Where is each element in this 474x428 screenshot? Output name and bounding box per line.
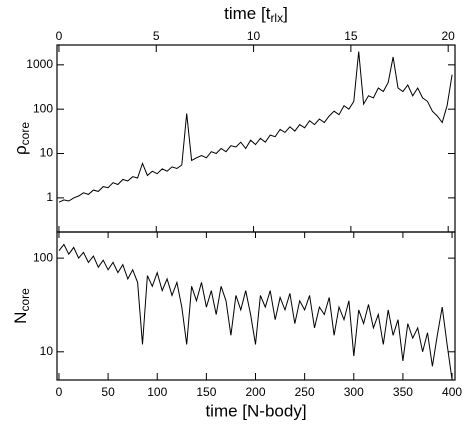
y-tick-label: 10	[40, 146, 54, 160]
label-sub: core	[18, 122, 32, 146]
x-tick-label: 100	[147, 385, 167, 399]
y-tick-label: 1000	[26, 57, 53, 71]
y-tick-label: 100	[33, 101, 53, 115]
label-main: ρ	[11, 145, 30, 155]
x2-tick-label: 15	[344, 29, 358, 43]
x-tick-label: 350	[393, 385, 413, 399]
x-tick-label: 400	[442, 385, 462, 399]
x-axis-label: time [N-body]	[205, 401, 306, 420]
x-tick-label: 250	[295, 385, 315, 399]
y-tick-label: 1	[46, 190, 53, 204]
x-tick-label: 150	[196, 385, 216, 399]
data-line	[58, 243, 453, 380]
axis-label: ρcore	[11, 122, 32, 155]
data-line	[58, 51, 453, 203]
x-tick-label: 0	[56, 385, 63, 399]
x2-tick-label: 0	[56, 29, 63, 43]
label-end: ]	[283, 4, 288, 23]
x-tick-label: 300	[344, 385, 364, 399]
label-sub: core	[18, 288, 32, 312]
label-main: time [t	[224, 4, 271, 23]
y-tick-label: 10	[40, 344, 54, 358]
x-tick-label: 50	[101, 385, 115, 399]
y-tick-label: 100	[33, 250, 53, 264]
axis-label: Ncore	[11, 288, 32, 324]
x2-tick-label: 5	[153, 29, 160, 43]
x2-tick-label: 10	[247, 29, 261, 43]
x-tick-label: 200	[245, 385, 265, 399]
plot-frame	[56, 231, 456, 381]
axis-label: time [trlx]	[224, 4, 288, 25]
x2-tick-label: 20	[442, 29, 456, 43]
label-main: N	[11, 312, 30, 324]
label-sub: rlx	[270, 11, 283, 25]
